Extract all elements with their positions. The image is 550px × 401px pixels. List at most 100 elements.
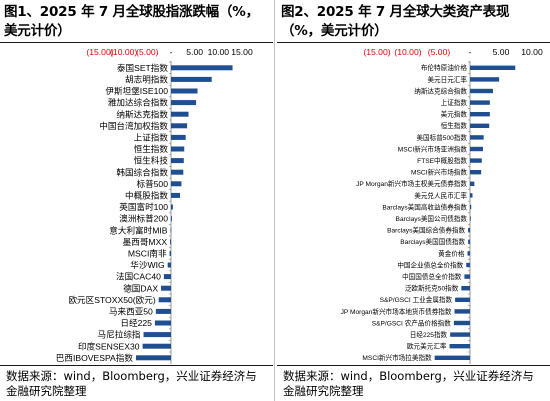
chart-title: 图2、2025 年 7 月全球大类资产表现（%，美元计价） xyxy=(281,4,510,39)
category-label: S&P/GSCI 农产品价格指数 xyxy=(372,318,452,327)
bar xyxy=(142,343,171,349)
title-rule xyxy=(277,42,550,43)
bar xyxy=(163,274,171,280)
bar xyxy=(470,158,482,163)
x-tick-label: (5.00) xyxy=(136,47,159,57)
category-label: Barclays美国高收益债券指数 xyxy=(382,202,467,211)
category-label: Barclays美国公司债指数 xyxy=(396,214,468,223)
category-label: 美国标普500指数 xyxy=(416,133,467,142)
category-label: 恒生指数 xyxy=(134,143,169,154)
category-label: S&P/GSCI 工业金属指数 xyxy=(380,295,453,304)
x-tick-label: 5.00 xyxy=(186,47,203,57)
bar xyxy=(470,146,484,152)
bar xyxy=(470,100,490,105)
bar xyxy=(171,88,198,94)
category-label: MSCI新兴市场拉美指数 xyxy=(362,353,432,362)
bar xyxy=(171,100,197,106)
category-label: MSCI南非 xyxy=(128,247,167,258)
category-label: 美元指数 xyxy=(441,110,468,119)
bar xyxy=(171,216,172,222)
bar xyxy=(170,239,171,245)
bar xyxy=(470,65,516,70)
x-tick-label: 10.00 xyxy=(521,47,543,57)
x-tick-label: (5.00) xyxy=(428,47,451,57)
category-label: 美元兑人民币汇率 xyxy=(414,191,467,200)
x-tick-label: (10.00) xyxy=(394,47,421,57)
bar xyxy=(171,134,186,140)
category-label: JP Morgan新兴市场主权美元债券指数 xyxy=(356,179,467,188)
bar xyxy=(470,135,484,140)
category-label: 日经225 xyxy=(120,317,152,328)
bar xyxy=(171,181,182,187)
category-label: 意大利富时MIB xyxy=(109,224,168,235)
bar xyxy=(434,355,470,360)
bar xyxy=(171,158,184,164)
x-tick-label: 5.00 xyxy=(493,47,510,57)
category-label: 恒生科技 xyxy=(134,155,169,166)
bar xyxy=(470,170,482,175)
category-label: 马来西亚50 xyxy=(109,306,153,316)
category-label: 印度SENSEX30 xyxy=(78,340,140,351)
bar xyxy=(155,308,171,314)
category-label: 标普500 xyxy=(136,178,168,189)
bar xyxy=(470,123,490,128)
x-tick-label: (10.00) xyxy=(110,47,137,57)
bar xyxy=(455,297,470,302)
bar xyxy=(454,309,470,314)
bar xyxy=(158,297,171,303)
bar xyxy=(470,77,500,82)
bar xyxy=(450,332,470,337)
category-label: 上证指数 xyxy=(134,131,169,142)
bar xyxy=(171,192,180,198)
category-label: 马尼拉综指 xyxy=(98,329,141,340)
global-asset-class-chart: (15.00) (10.00) (5.00) - 5.00 10.00 布伦特原油价格美元日… xyxy=(341,47,543,364)
category-label: 法国CAC40 xyxy=(116,271,161,282)
footer-rule xyxy=(277,365,550,366)
bar xyxy=(470,88,493,94)
x-tick-label: - xyxy=(170,47,173,57)
bar xyxy=(470,216,471,221)
category-label: 中国台湾加权指数 xyxy=(99,120,168,131)
bar xyxy=(171,65,233,71)
category-label: 欧元区STOXX50(欧元) xyxy=(68,294,155,305)
category-label: 日经225指数 xyxy=(410,330,448,339)
category-label: 德国DAX xyxy=(123,282,158,293)
bar xyxy=(170,227,172,233)
x-tick-label: 15.00 xyxy=(231,47,253,57)
bar xyxy=(453,320,470,326)
category-label: 黄金价格 xyxy=(438,249,465,258)
bar xyxy=(161,285,171,291)
category-label: 中国国债总全价指数 xyxy=(402,272,462,281)
bar xyxy=(169,250,171,256)
category-label: 纳斯达克综合指数 xyxy=(414,86,467,95)
bar xyxy=(470,204,472,210)
bar xyxy=(171,169,184,175)
category-label: MSCI新兴市场亚洲指数 xyxy=(398,144,468,153)
category-label: 纳斯达克指数 xyxy=(116,108,168,119)
bar xyxy=(154,320,171,326)
bar xyxy=(171,76,212,82)
bar xyxy=(470,112,490,117)
category-label: Barclays美国综合债券指数 xyxy=(387,226,465,235)
right-chart-panel: 图2、2025 年 7 月全球大类资产表现（%，美元计价） (15.00) (10… xyxy=(277,0,550,401)
panel-divider xyxy=(274,0,275,401)
source-note: 数据来源：wind，Bloomberg，兴业证券经济与金融研究院整理 xyxy=(283,369,534,398)
category-label: JP Morgan新兴市场本地货币债券指数 xyxy=(341,307,452,316)
bar xyxy=(171,111,189,117)
bar xyxy=(167,262,171,268)
x-tick-label: (15.00) xyxy=(363,47,390,57)
category-label: 墨西哥MXX xyxy=(123,237,168,247)
category-label: 澳洲标普200 xyxy=(119,213,168,224)
bar xyxy=(449,344,470,349)
x-tick-label: (15.00) xyxy=(86,47,113,57)
bar xyxy=(143,332,171,338)
bar xyxy=(468,239,470,244)
category-label: 欧元美元汇率 xyxy=(407,342,447,351)
category-label: 中国企业债总全价指数 xyxy=(397,260,463,269)
left-chart-panel: 图1、2025 年 7 月全球股指涨跌幅（%，美元计价） (15.00) (10.… xyxy=(0,0,273,401)
title-rule xyxy=(0,42,273,43)
category-label: 胡志明指数 xyxy=(125,73,168,84)
category-label: 雅加达综合指数 xyxy=(108,97,169,108)
category-label: 伊斯坦堡ISE100 xyxy=(105,85,168,96)
bar xyxy=(464,274,470,279)
